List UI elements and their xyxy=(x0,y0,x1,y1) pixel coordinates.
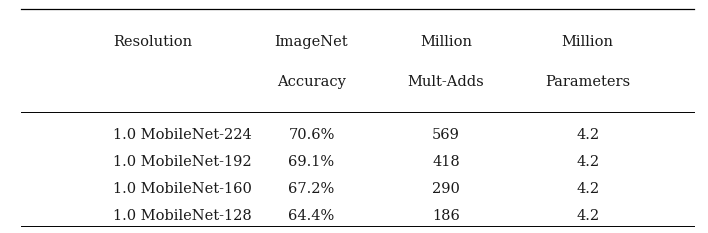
Text: 69.1%: 69.1% xyxy=(288,155,335,169)
Text: ImageNet: ImageNet xyxy=(275,35,348,49)
Text: Resolution: Resolution xyxy=(113,35,193,49)
Text: Million: Million xyxy=(420,35,472,49)
Text: 1.0 MobileNet-192: 1.0 MobileNet-192 xyxy=(113,155,252,169)
Text: 4.2: 4.2 xyxy=(576,182,599,196)
Text: 4.2: 4.2 xyxy=(576,128,599,142)
Text: 1.0 MobileNet-160: 1.0 MobileNet-160 xyxy=(113,182,252,196)
Text: 4.2: 4.2 xyxy=(576,209,599,223)
Text: 418: 418 xyxy=(432,155,460,169)
Text: Parameters: Parameters xyxy=(545,75,630,89)
Text: 70.6%: 70.6% xyxy=(288,128,335,142)
Text: Accuracy: Accuracy xyxy=(277,75,346,89)
Text: 290: 290 xyxy=(432,182,460,196)
Text: 1.0 MobileNet-224: 1.0 MobileNet-224 xyxy=(113,128,252,142)
Text: 4.2: 4.2 xyxy=(576,155,599,169)
Text: 67.2%: 67.2% xyxy=(288,182,335,196)
Text: Mult-Adds: Mult-Adds xyxy=(408,75,484,89)
Text: 186: 186 xyxy=(432,209,460,223)
Text: 1.0 MobileNet-128: 1.0 MobileNet-128 xyxy=(113,209,252,223)
Text: 569: 569 xyxy=(432,128,460,142)
Text: Million: Million xyxy=(561,35,614,49)
Text: 64.4%: 64.4% xyxy=(288,209,335,223)
